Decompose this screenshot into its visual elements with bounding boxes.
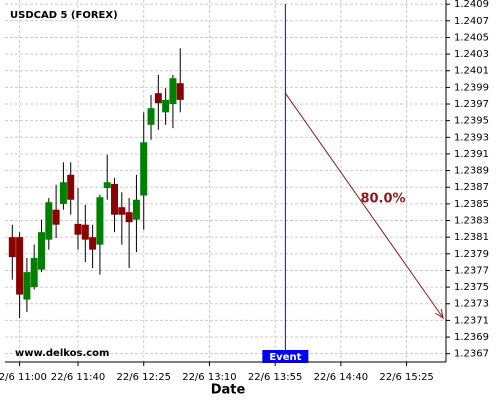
candle-body xyxy=(89,237,97,250)
candle-body xyxy=(169,78,177,105)
y-tick-label: 1.2369 xyxy=(454,332,489,343)
candle-body xyxy=(8,237,16,258)
x-tick-label: 22/6 11:40 xyxy=(51,372,105,383)
candle-body xyxy=(154,93,162,104)
candle-body xyxy=(59,182,67,204)
candle-body xyxy=(140,142,148,196)
event-box xyxy=(262,350,309,363)
y-tick-label: 1.2401 xyxy=(454,66,489,77)
candle-body xyxy=(45,202,53,240)
x-axis-label: Date xyxy=(211,383,246,398)
candle-body xyxy=(96,197,104,245)
candle-body xyxy=(23,272,31,300)
x-tick-label: 22/6 15:25 xyxy=(379,372,433,383)
candle-body xyxy=(30,257,38,288)
forecast-label: 80.0% xyxy=(360,192,405,207)
y-tick-label: 1.2367 xyxy=(454,349,489,360)
candle-body xyxy=(52,209,60,225)
y-tick-label: 1.2397 xyxy=(454,99,489,110)
candle-body xyxy=(147,108,155,125)
y-tick-label: 1.2403 xyxy=(454,49,489,60)
candle-body xyxy=(74,223,82,235)
x-tick-label: 22/6 14:40 xyxy=(314,372,368,383)
candle-body xyxy=(162,99,170,113)
candle-body xyxy=(38,232,46,270)
y-tick-label: 1.2393 xyxy=(454,132,489,143)
y-tick-label: 1.2387 xyxy=(454,182,489,193)
x-tick-label: 22/6 12:25 xyxy=(116,372,170,383)
candle-body xyxy=(118,207,126,215)
event-label: Event xyxy=(269,352,301,363)
y-tick-label: 1.2399 xyxy=(454,82,489,93)
y-tick-label: 1.2377 xyxy=(454,265,489,276)
y-tick-label: 1.2407 xyxy=(454,16,489,27)
candle-body xyxy=(125,212,133,223)
chart-title: USDCAD 5 (FOREX) xyxy=(10,10,118,21)
candle-body xyxy=(16,237,24,295)
y-tick-label: 1.2405 xyxy=(454,32,489,43)
candle-body xyxy=(176,83,184,100)
y-tick-label: 1.2389 xyxy=(454,166,489,177)
y-tick-label: 1.2373 xyxy=(454,299,489,310)
candle-body xyxy=(81,224,89,240)
y-tick-label: 1.2409 xyxy=(454,0,489,10)
candle-body xyxy=(103,182,111,189)
x-tick-label: 22/6 13:55 xyxy=(248,372,302,383)
candle-body xyxy=(67,174,75,200)
y-tick-label: 1.2383 xyxy=(454,216,489,227)
candle-body xyxy=(111,183,119,215)
arrow-head xyxy=(435,308,444,319)
x-tick-label: 22/6 11:00 xyxy=(0,372,47,383)
y-tick-label: 1.2391 xyxy=(454,149,489,160)
x-tick-label: 22/6 13:10 xyxy=(182,372,236,383)
y-tick-label: 1.2375 xyxy=(454,282,489,293)
y-tick-label: 1.2379 xyxy=(454,249,489,260)
forecast-arrow xyxy=(284,92,444,319)
y-tick-label: 1.2385 xyxy=(454,199,489,210)
y-tick-label: 1.2371 xyxy=(454,315,489,326)
watermark: www.delkos.com xyxy=(15,348,109,359)
y-tick-label: 1.2381 xyxy=(454,232,489,243)
candle-body xyxy=(132,199,140,220)
y-tick-label: 1.2395 xyxy=(454,116,489,127)
